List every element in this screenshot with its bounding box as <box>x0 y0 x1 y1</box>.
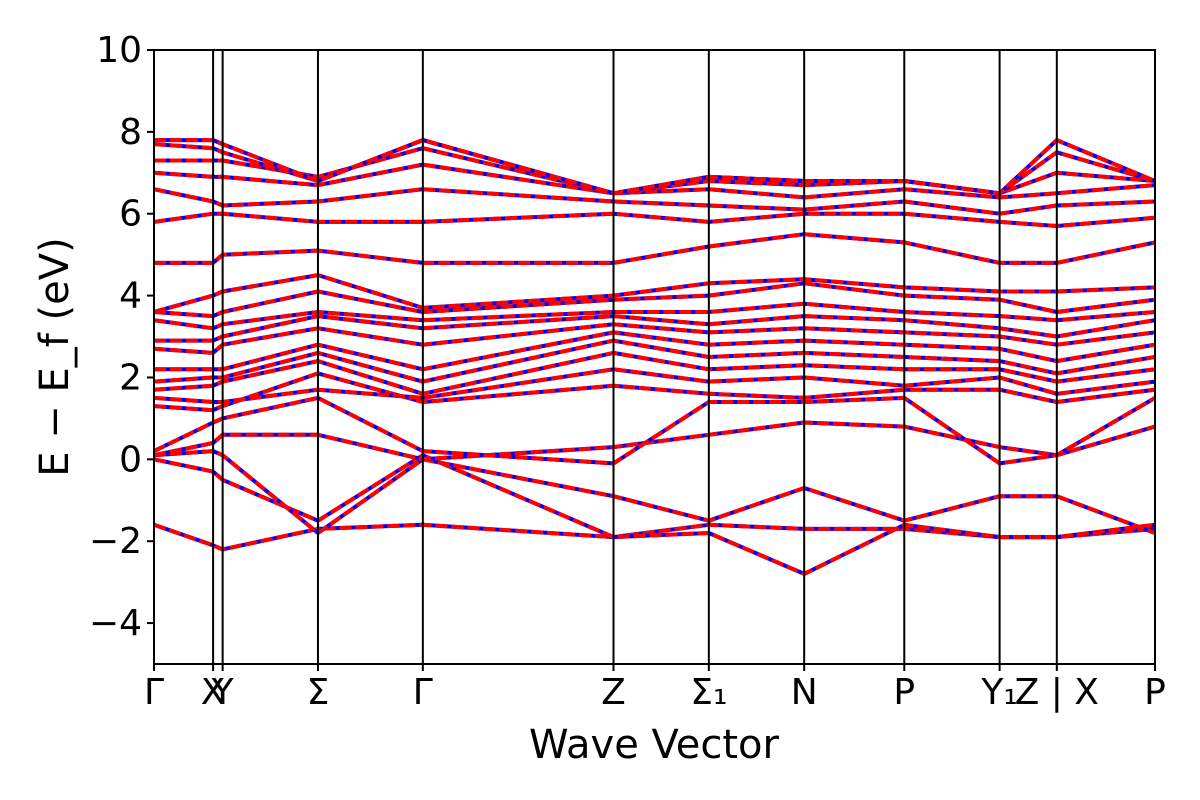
band-10-red <box>154 322 1155 355</box>
band-3-red <box>154 420 1155 462</box>
y-axis-label: E − E_f (eV) <box>32 237 78 476</box>
band-17-red <box>154 187 1155 216</box>
band-12-red <box>154 301 1155 331</box>
x-tick-label: Σ₁ <box>690 672 727 713</box>
y-tick-label: 4 <box>119 276 142 317</box>
band-11-red <box>154 314 1155 343</box>
x-tick-label: X <box>201 672 226 713</box>
band-7-red <box>154 350 1155 396</box>
x-axis-label: Wave Vector <box>529 722 780 768</box>
y-tick-label: 2 <box>119 357 142 398</box>
band-8-red <box>154 338 1155 384</box>
y-tick-label: 0 <box>119 439 142 480</box>
band-6-red <box>154 367 1155 404</box>
x-tick-label: Γ <box>144 672 164 713</box>
band-18-red <box>154 162 1155 200</box>
x-tick-label: Γ <box>413 672 433 713</box>
band-14-red <box>154 273 1155 314</box>
x-tick-label: P <box>1144 672 1166 713</box>
band-2-red <box>154 449 1155 535</box>
band-13-red <box>154 281 1155 319</box>
band-9-red <box>154 330 1155 372</box>
x-tick-label: Z <box>601 672 626 713</box>
y-tick-label: 6 <box>119 194 142 235</box>
x-tick-label: Σ <box>307 672 330 713</box>
y-axis-ticks: −4 −2 0 2 4 6 8 10 <box>89 30 154 644</box>
x-tick-label: N <box>791 672 818 713</box>
x-tick-label: P <box>893 672 915 713</box>
y-tick-label: −2 <box>89 521 142 562</box>
band-5-red <box>154 371 1155 413</box>
band-15-red <box>154 232 1155 265</box>
x-tick-label: Y <box>211 672 235 713</box>
band-16-red <box>154 211 1155 228</box>
band-1-red <box>154 453 1155 576</box>
band-4-red <box>154 395 1155 466</box>
bands-layer <box>154 138 1155 576</box>
x-tick-label: Y₁ <box>980 672 1017 713</box>
plot-frame <box>153 49 1156 665</box>
y-tick-label: 10 <box>96 30 142 71</box>
y-tick-label: −4 <box>89 603 142 644</box>
band-19-red <box>154 146 1155 196</box>
y-tick-label: 8 <box>119 112 142 153</box>
band-0-red <box>154 522 1155 552</box>
band-21-red <box>154 138 1155 196</box>
high-symmetry-lines <box>153 50 1156 664</box>
x-tick-label: Z | X <box>1015 672 1099 713</box>
